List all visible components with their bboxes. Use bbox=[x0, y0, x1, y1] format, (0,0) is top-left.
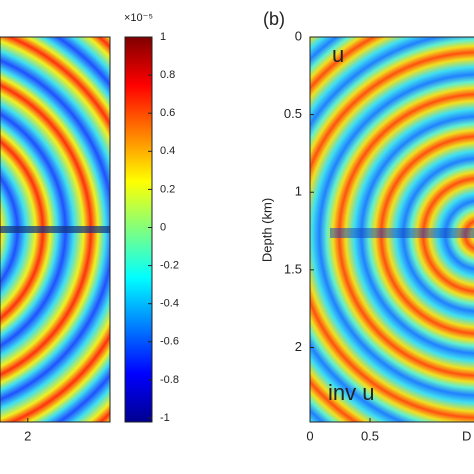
colorbar-tick-label: 0.6 bbox=[160, 107, 175, 119]
y-tick-label: 1 bbox=[295, 184, 302, 199]
y-axis-label: Depth (km) bbox=[259, 198, 274, 262]
colorbar-tick-label: 0.8 bbox=[160, 69, 175, 81]
annotation: inv u bbox=[328, 380, 374, 405]
colorbar-tick-label: -1 bbox=[160, 412, 170, 424]
colorbar-tick-label: -0.6 bbox=[160, 336, 179, 348]
heatmap-feature bbox=[0, 226, 110, 233]
x-axis-label: D bbox=[462, 428, 471, 443]
colorbar-tick-label: 1 bbox=[160, 31, 166, 43]
colorbar-tick-label: -0.4 bbox=[160, 298, 179, 310]
colorbar-tick-label: -0.2 bbox=[160, 260, 179, 272]
colorbar-scale: ×10⁻⁵ bbox=[124, 12, 153, 24]
colorbar-tick-label: -0.8 bbox=[160, 374, 179, 386]
colorbar-tick-label: 0.2 bbox=[160, 183, 175, 195]
y-tick-label: 1.5 bbox=[284, 261, 302, 276]
y-tick-label: 0 bbox=[295, 28, 302, 43]
axes-frame bbox=[309, 36, 474, 423]
colorbar-tick-label: 0 bbox=[160, 221, 166, 233]
annotation: u bbox=[332, 42, 344, 67]
axes-frame bbox=[0, 36, 111, 423]
x-tick-label: 2 bbox=[24, 428, 31, 443]
colorbar bbox=[124, 36, 153, 423]
x-tick-label: 0.5 bbox=[361, 428, 379, 443]
colorbar-tick-label: 0.4 bbox=[160, 145, 175, 157]
x-tick-label: 0 bbox=[306, 428, 313, 443]
heatmap-feature bbox=[330, 228, 474, 238]
panel-label: (b) bbox=[263, 9, 285, 29]
y-tick-label: 0.5 bbox=[284, 106, 302, 121]
y-tick-label: 2 bbox=[295, 339, 302, 354]
